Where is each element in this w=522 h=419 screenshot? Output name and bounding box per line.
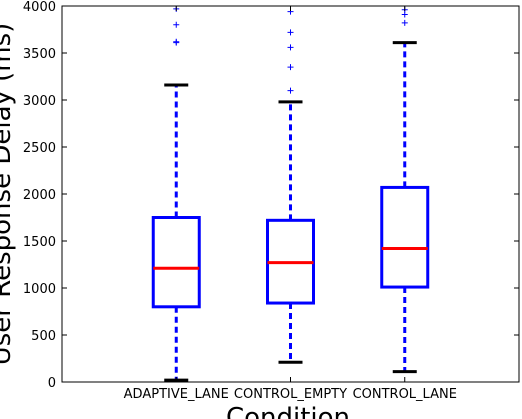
x-axis: ADAPTIVE_LANE CONTROL_EMPTY CONTROL_LANE [124,6,457,402]
outlier-point [287,64,294,71]
y-tick-label: 3000 [23,94,56,109]
y-tick-label: 2000 [23,188,56,203]
y-tick-label: 4000 [23,0,56,15]
x-axis-title: Condition [226,403,350,419]
plot-marks [151,5,430,382]
outlier-point [287,87,294,94]
y-tick-label: 1500 [23,235,56,250]
x-tick-label: CONTROL_LANE [353,387,457,402]
outlier-point [287,29,294,36]
x-tick-label: CONTROL_EMPTY [234,387,347,402]
y-tick-label: 3500 [23,47,56,62]
box-group [380,6,430,374]
box-iqr [380,185,430,289]
outlier-point [401,19,408,26]
y-tick-label: 2500 [23,141,56,156]
box-iqr [151,216,201,309]
y-axis: 0 500 1000 1500 2000 2500 3000 3500 4000 [23,0,519,391]
outlier-point [287,44,294,51]
y-axis-title: User Response Delay (ms) [0,23,17,366]
box-group [266,8,315,364]
x-tick-label: ADAPTIVE_LANE [124,387,229,402]
y-tick-label: 1000 [23,282,56,297]
outlier-point [173,38,180,45]
y-tick-label: 0 [48,376,56,391]
y-tick-label: 500 [31,329,56,344]
box-group [151,5,201,382]
outlier-point [173,21,180,28]
